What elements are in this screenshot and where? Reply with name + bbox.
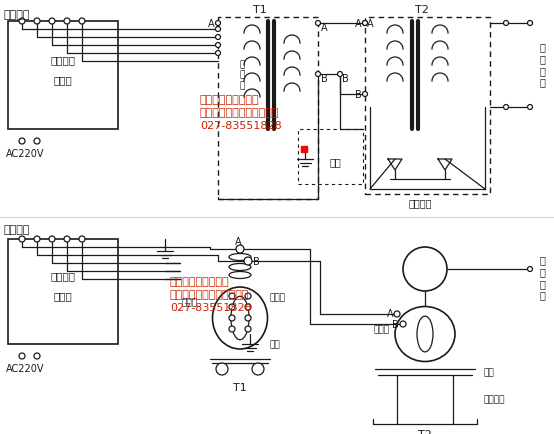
Circle shape <box>229 304 235 310</box>
Ellipse shape <box>231 296 249 340</box>
Text: 托盘: 托盘 <box>483 368 494 377</box>
Circle shape <box>229 293 235 299</box>
Circle shape <box>252 363 264 375</box>
Circle shape <box>34 237 40 243</box>
Circle shape <box>527 21 532 26</box>
Text: 测量: 测量 <box>329 157 341 167</box>
Bar <box>218 18 318 200</box>
Text: 控制箱: 控制箱 <box>54 75 73 85</box>
Text: 电气绝缘强度测试区: 电气绝缘强度测试区 <box>170 276 229 286</box>
Circle shape <box>216 36 220 40</box>
Text: 输出测量: 输出测量 <box>50 55 75 65</box>
Circle shape <box>394 311 400 317</box>
Bar <box>8 240 118 344</box>
Circle shape <box>337 72 342 77</box>
Circle shape <box>19 139 25 145</box>
Text: 控制箱: 控制箱 <box>54 290 73 300</box>
Text: A: A <box>367 19 373 29</box>
Circle shape <box>400 321 406 327</box>
Circle shape <box>216 363 228 375</box>
Text: 武汉凯迪正大电气有限公司: 武汉凯迪正大电气有限公司 <box>170 289 249 299</box>
Text: AC220V: AC220V <box>6 363 44 373</box>
Circle shape <box>79 237 85 243</box>
Text: A: A <box>321 23 327 33</box>
Text: T1: T1 <box>233 382 247 392</box>
Circle shape <box>362 92 367 97</box>
Text: 绝缘支架: 绝缘支架 <box>408 197 432 207</box>
Text: 武汉凯迪正大电气有限公司: 武汉凯迪正大电气有限公司 <box>200 108 280 118</box>
Ellipse shape <box>229 272 251 279</box>
Text: AC220V: AC220V <box>6 149 44 159</box>
Text: 输出测量: 输出测量 <box>50 270 75 280</box>
Circle shape <box>19 19 25 25</box>
Text: 027-83551828: 027-83551828 <box>200 121 282 131</box>
Circle shape <box>49 19 55 25</box>
Circle shape <box>236 246 244 253</box>
Text: 高
压
输
出: 高 压 输 出 <box>540 43 546 87</box>
Text: B: B <box>355 90 362 100</box>
Text: A: A <box>208 19 215 29</box>
Circle shape <box>19 237 25 243</box>
Circle shape <box>216 43 220 48</box>
Circle shape <box>34 19 40 25</box>
Circle shape <box>64 237 70 243</box>
Circle shape <box>216 21 220 26</box>
Circle shape <box>216 27 220 33</box>
Text: A: A <box>235 237 242 247</box>
Circle shape <box>216 51 220 56</box>
Text: B: B <box>392 319 399 329</box>
Circle shape <box>362 21 367 26</box>
Circle shape <box>315 72 321 77</box>
Text: T2: T2 <box>415 5 429 15</box>
Text: B: B <box>321 74 328 84</box>
Circle shape <box>245 304 251 310</box>
Bar <box>8 22 118 130</box>
Circle shape <box>229 326 235 332</box>
Circle shape <box>64 19 70 25</box>
Circle shape <box>504 105 509 110</box>
Circle shape <box>315 21 321 26</box>
Text: 测量端: 测量端 <box>270 293 286 302</box>
Circle shape <box>504 21 509 26</box>
Circle shape <box>245 293 251 299</box>
Text: 027-83551828: 027-83551828 <box>170 302 252 312</box>
Text: 原理图：: 原理图： <box>4 10 30 20</box>
Circle shape <box>34 353 40 359</box>
Circle shape <box>527 105 532 110</box>
Circle shape <box>79 19 85 25</box>
Circle shape <box>49 237 55 243</box>
Circle shape <box>403 247 447 291</box>
Text: A: A <box>355 19 362 29</box>
Circle shape <box>245 326 251 332</box>
Text: 输
入
端: 输 入 端 <box>239 60 245 90</box>
Text: B: B <box>342 74 349 84</box>
Text: T1: T1 <box>253 5 267 15</box>
Circle shape <box>362 21 367 26</box>
Text: 接地: 接地 <box>270 340 281 349</box>
Circle shape <box>527 267 532 272</box>
Circle shape <box>34 139 40 145</box>
Circle shape <box>19 353 25 359</box>
Ellipse shape <box>213 287 268 349</box>
Bar <box>365 18 490 194</box>
Text: A: A <box>387 308 394 318</box>
Circle shape <box>229 315 235 321</box>
Ellipse shape <box>229 264 251 271</box>
Ellipse shape <box>417 316 433 352</box>
Circle shape <box>244 257 252 265</box>
Text: 接线柱: 接线柱 <box>374 325 390 334</box>
Ellipse shape <box>229 254 251 261</box>
Text: 高
压
输
出: 高 压 输 出 <box>540 255 546 300</box>
Text: 输入端: 输入端 <box>182 298 198 307</box>
Ellipse shape <box>395 307 455 362</box>
Text: T2: T2 <box>418 429 432 434</box>
Text: 干式试验变压器厂家: 干式试验变压器厂家 <box>200 95 260 105</box>
Circle shape <box>245 315 251 321</box>
Text: 接线图：: 接线图： <box>4 224 30 234</box>
Text: 绝缘支架: 绝缘支架 <box>483 395 505 404</box>
Bar <box>298 130 363 184</box>
Text: B: B <box>253 256 260 266</box>
